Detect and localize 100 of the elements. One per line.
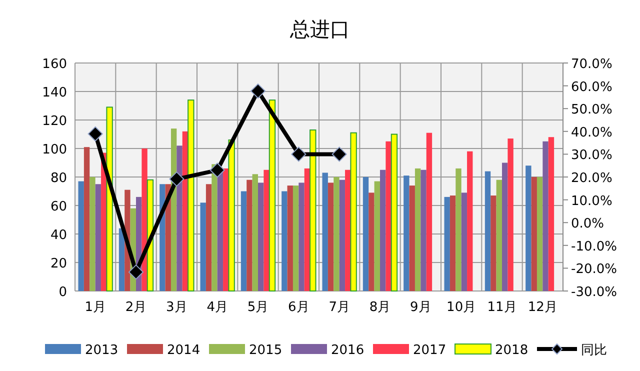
bar: [264, 170, 270, 291]
point: [88, 126, 103, 142]
bar: [246, 180, 252, 291]
bar: [350, 132, 357, 292]
bar: [490, 196, 496, 291]
bar: [484, 171, 491, 291]
legend-label: 同比: [581, 343, 607, 358]
bar: [467, 151, 473, 291]
x-tick-label: 11月: [487, 300, 517, 315]
point: [128, 264, 144, 280]
legend-label: 2013: [85, 343, 118, 358]
y2-tick-label: 10.0%: [571, 194, 612, 209]
y2-tick-label: 0.0%: [571, 216, 604, 232]
y2-tick-label: 60.0%: [571, 80, 612, 95]
y2-tick-label: -30.0%: [571, 285, 617, 300]
bar: [212, 164, 218, 291]
y2-tick-label: -10.0%: [571, 239, 617, 254]
bar: [206, 184, 212, 291]
bar: [298, 182, 304, 291]
point: [169, 172, 184, 187]
bar: [252, 174, 258, 291]
x-tick-label: 9月: [410, 300, 432, 315]
bar: [160, 184, 166, 291]
point: [332, 146, 347, 162]
x-tick-label: 2月: [125, 300, 147, 315]
x-tick-label: 5月: [247, 300, 269, 315]
bar: [374, 181, 380, 291]
bar: [90, 177, 96, 291]
bar: [526, 166, 532, 291]
bar: [339, 180, 346, 291]
y2-tick-label: 20.0%: [571, 171, 612, 186]
bar: [95, 184, 102, 291]
legend-label: 2014: [167, 343, 200, 358]
bar: [287, 186, 293, 291]
bar: [531, 177, 537, 291]
legend-label: 2018: [495, 343, 528, 358]
bar: [409, 186, 415, 291]
bar: [84, 147, 90, 291]
point: [291, 146, 306, 162]
bar: [420, 170, 426, 291]
bar: [322, 172, 328, 291]
y2-tick-label: 40.0%: [571, 125, 612, 140]
bar: [542, 141, 548, 291]
bar: [362, 177, 369, 291]
y-tick-label: 40: [50, 228, 67, 243]
y2-tick-label: 50.0%: [571, 102, 612, 118]
bar: [78, 181, 84, 291]
bar: [508, 138, 514, 291]
bar: [310, 129, 316, 292]
y2-tick-label: -20.0%: [571, 262, 617, 278]
y2-tick-label: 70.0%: [571, 57, 612, 72]
bar: [334, 177, 340, 291]
legend-label: 2015: [249, 343, 282, 358]
y-tick-label: 120: [42, 114, 67, 129]
bar: [292, 186, 299, 291]
bar: [404, 176, 410, 291]
x-tick-label: 12月: [528, 300, 558, 315]
bar: [380, 170, 386, 291]
bar: [426, 132, 432, 291]
bar: [118, 228, 125, 291]
y-tick-label: 140: [42, 86, 67, 100]
x-tick-label: 3月: [166, 300, 188, 315]
bar: [258, 182, 264, 291]
bar: [282, 191, 288, 291]
bar: [368, 192, 374, 291]
y-tick-label: 80: [50, 171, 67, 186]
bar: [200, 202, 206, 291]
x-tick-label: 10月: [446, 300, 476, 315]
x-tick-label: 4月: [206, 300, 228, 315]
legend-label: 2017: [413, 343, 446, 358]
x-tick-label: 7月: [328, 300, 350, 315]
y-tick-label: 0: [58, 285, 67, 300]
y-tick-label: 100: [42, 142, 67, 158]
chart-title: 总进口: [289, 17, 350, 41]
bar: [106, 106, 113, 292]
bar: [456, 168, 462, 291]
bar: [502, 162, 508, 291]
x-tick-label: 6月: [288, 300, 310, 315]
bar: [496, 180, 502, 291]
bar: [548, 137, 554, 291]
bar: [414, 168, 421, 291]
bar: [228, 139, 235, 292]
bar: [461, 192, 468, 291]
bar: [450, 196, 456, 291]
y-tick-label: 60: [50, 200, 67, 214]
bar: [176, 146, 182, 291]
bar: [268, 100, 276, 292]
x-tick-label: 8月: [369, 300, 391, 315]
x-tick-label: 1月: [84, 300, 106, 315]
point: [210, 162, 225, 178]
y-tick-label: 160: [42, 57, 67, 72]
bar: [142, 148, 148, 291]
bar: [386, 141, 392, 291]
bar: [536, 177, 543, 291]
bar: [444, 196, 450, 291]
y2-tick-label: 30.0%: [571, 148, 612, 164]
bar: [188, 100, 194, 292]
legend-label: 2016: [331, 343, 364, 358]
bar: [328, 182, 334, 291]
y-tick-label: 20: [50, 256, 67, 272]
